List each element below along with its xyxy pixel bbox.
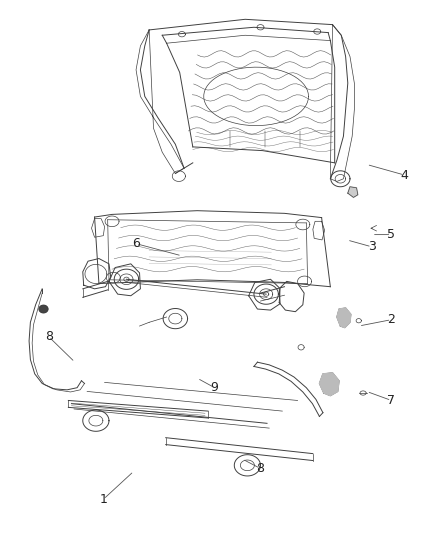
Text: 6: 6: [132, 237, 140, 250]
Text: 9: 9: [211, 381, 219, 394]
Text: 7: 7: [388, 394, 396, 407]
Polygon shape: [39, 305, 48, 313]
Text: 3: 3: [368, 240, 376, 253]
Polygon shape: [337, 308, 351, 328]
Text: 8: 8: [45, 330, 53, 343]
Text: 5: 5: [388, 228, 396, 241]
Text: 2: 2: [388, 313, 396, 326]
Text: 1: 1: [99, 493, 107, 506]
Polygon shape: [348, 187, 358, 197]
Text: 4: 4: [401, 168, 409, 182]
Text: 8: 8: [257, 462, 265, 475]
Polygon shape: [319, 373, 339, 395]
